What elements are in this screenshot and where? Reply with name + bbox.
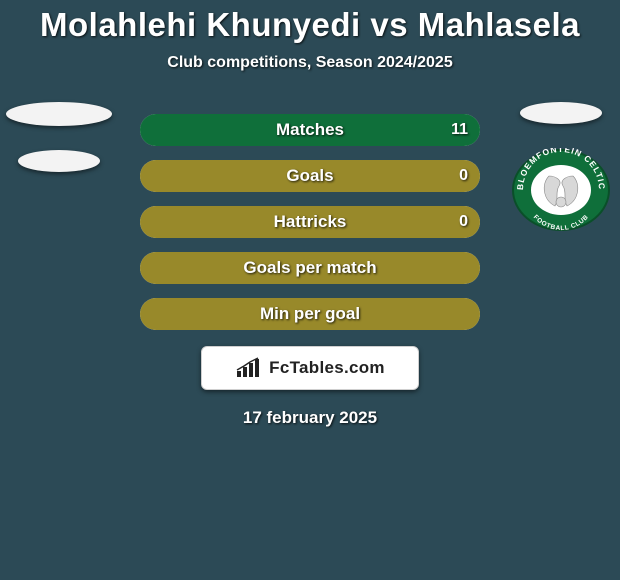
stat-bar: Min per goal xyxy=(140,298,480,330)
brand-badge[interactable]: FcTables.com xyxy=(201,346,419,390)
placeholder-badge xyxy=(520,102,602,124)
bar-fill-player1 xyxy=(140,160,480,192)
bar-track xyxy=(140,160,480,192)
page-title: Molahlehi Khunyedi vs Mahlasela xyxy=(40,6,580,44)
bar-track xyxy=(140,114,480,146)
bar-track xyxy=(140,252,480,284)
brand-text: FcTables.com xyxy=(269,358,385,378)
stat-bar: Matches11 xyxy=(140,114,480,146)
stat-bar: Goals0 xyxy=(140,160,480,192)
placeholder-badge xyxy=(6,102,112,126)
club-crest: BLOEMFONTEIN CELTIC FOOTBALL CLUB xyxy=(511,148,611,232)
chart-area: BLOEMFONTEIN CELTIC FOOTBALL CLUB Matche… xyxy=(0,114,620,428)
page-subtitle: Club competitions, Season 2024/2025 xyxy=(167,54,452,72)
bar-fill-player1 xyxy=(140,252,480,284)
bar-track xyxy=(140,206,480,238)
bar-track xyxy=(140,298,480,330)
right-badges-column: BLOEMFONTEIN CELTIC FOOTBALL CLUB xyxy=(506,102,616,232)
stat-bar: Hattricks0 xyxy=(140,206,480,238)
bar-fill-player2 xyxy=(140,114,480,146)
placeholder-badge xyxy=(18,150,100,172)
stat-bar: Goals per match xyxy=(140,252,480,284)
comparison-bars: Matches11 Goals0 Hattricks0 Goals per match… xyxy=(140,114,480,330)
content-root: Molahlehi Khunyedi vs Mahlasela Club com… xyxy=(0,0,620,580)
bar-fill-player1 xyxy=(140,298,480,330)
bar-fill-player1 xyxy=(140,206,480,238)
date-text: 17 february 2025 xyxy=(0,408,620,428)
fctables-logo-icon xyxy=(235,357,263,379)
left-badges-column xyxy=(4,102,114,172)
